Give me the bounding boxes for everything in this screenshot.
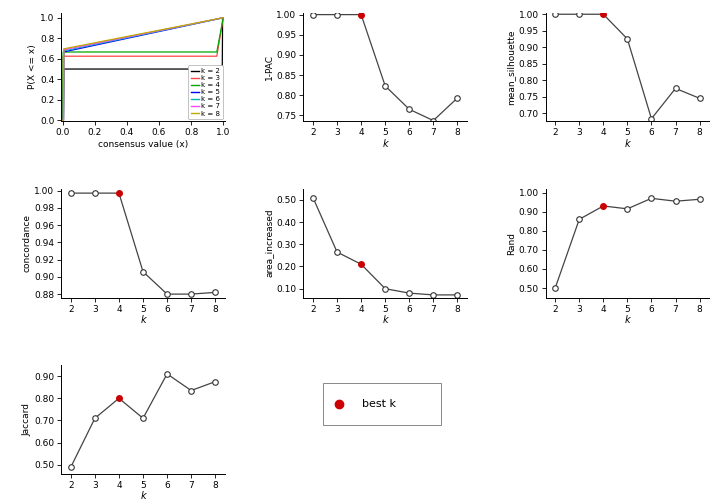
X-axis label: consensus value (x): consensus value (x) — [98, 140, 188, 149]
X-axis label: k: k — [382, 139, 388, 149]
X-axis label: k: k — [140, 315, 146, 325]
Y-axis label: Jaccard: Jaccard — [22, 403, 32, 436]
Y-axis label: mean_silhouette: mean_silhouette — [507, 29, 516, 105]
X-axis label: k: k — [624, 315, 630, 325]
Legend: k = 2, k = 3, k = 4, k = 5, k = 6, k = 7, k = 8: k = 2, k = 3, k = 4, k = 5, k = 6, k = 7… — [188, 66, 222, 119]
X-axis label: k: k — [382, 315, 388, 325]
Y-axis label: area_increased: area_increased — [264, 209, 274, 278]
Text: best k: best k — [362, 399, 396, 409]
Y-axis label: concordance: concordance — [22, 214, 32, 272]
Y-axis label: Rand: Rand — [507, 232, 516, 255]
X-axis label: k: k — [140, 491, 146, 501]
Y-axis label: 1-PAC: 1-PAC — [264, 54, 274, 80]
X-axis label: k: k — [624, 139, 630, 149]
Y-axis label: P(X <= x): P(X <= x) — [28, 45, 37, 89]
